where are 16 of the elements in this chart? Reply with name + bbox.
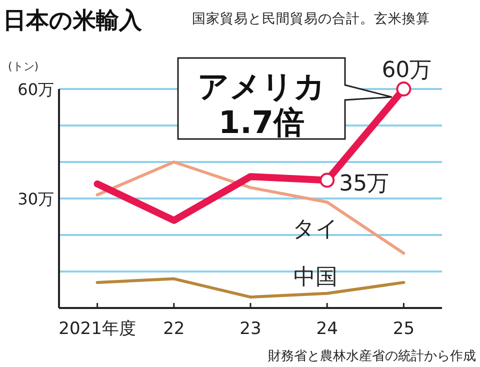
x-tick-label: 23 <box>240 319 262 339</box>
x-tick-label: 24 <box>316 319 338 339</box>
annotation: アメリカ 1.7倍 <box>198 69 326 141</box>
series-label: 中国 <box>294 264 338 290</box>
y-axis-title: (トン) <box>8 60 39 73</box>
series-label: タイ <box>292 216 339 242</box>
chart-title: 日本の米輸入 <box>3 8 143 34</box>
y-tick-label: 30万 <box>18 190 54 208</box>
chart-subtitle: 国家貿易と民間貿易の合計。玄米換算 <box>192 11 430 27</box>
text: 財務省と農林水産省の統計から作成 <box>268 348 476 364</box>
x-tick-label: 22 <box>163 319 185 339</box>
data-label: 35万 <box>339 171 390 196</box>
data-label: 60万 <box>382 58 432 83</box>
line-series <box>96 160 406 255</box>
x-tick-label: 2021年度 <box>58 319 136 339</box>
x-tick-label: 25 <box>392 319 415 339</box>
